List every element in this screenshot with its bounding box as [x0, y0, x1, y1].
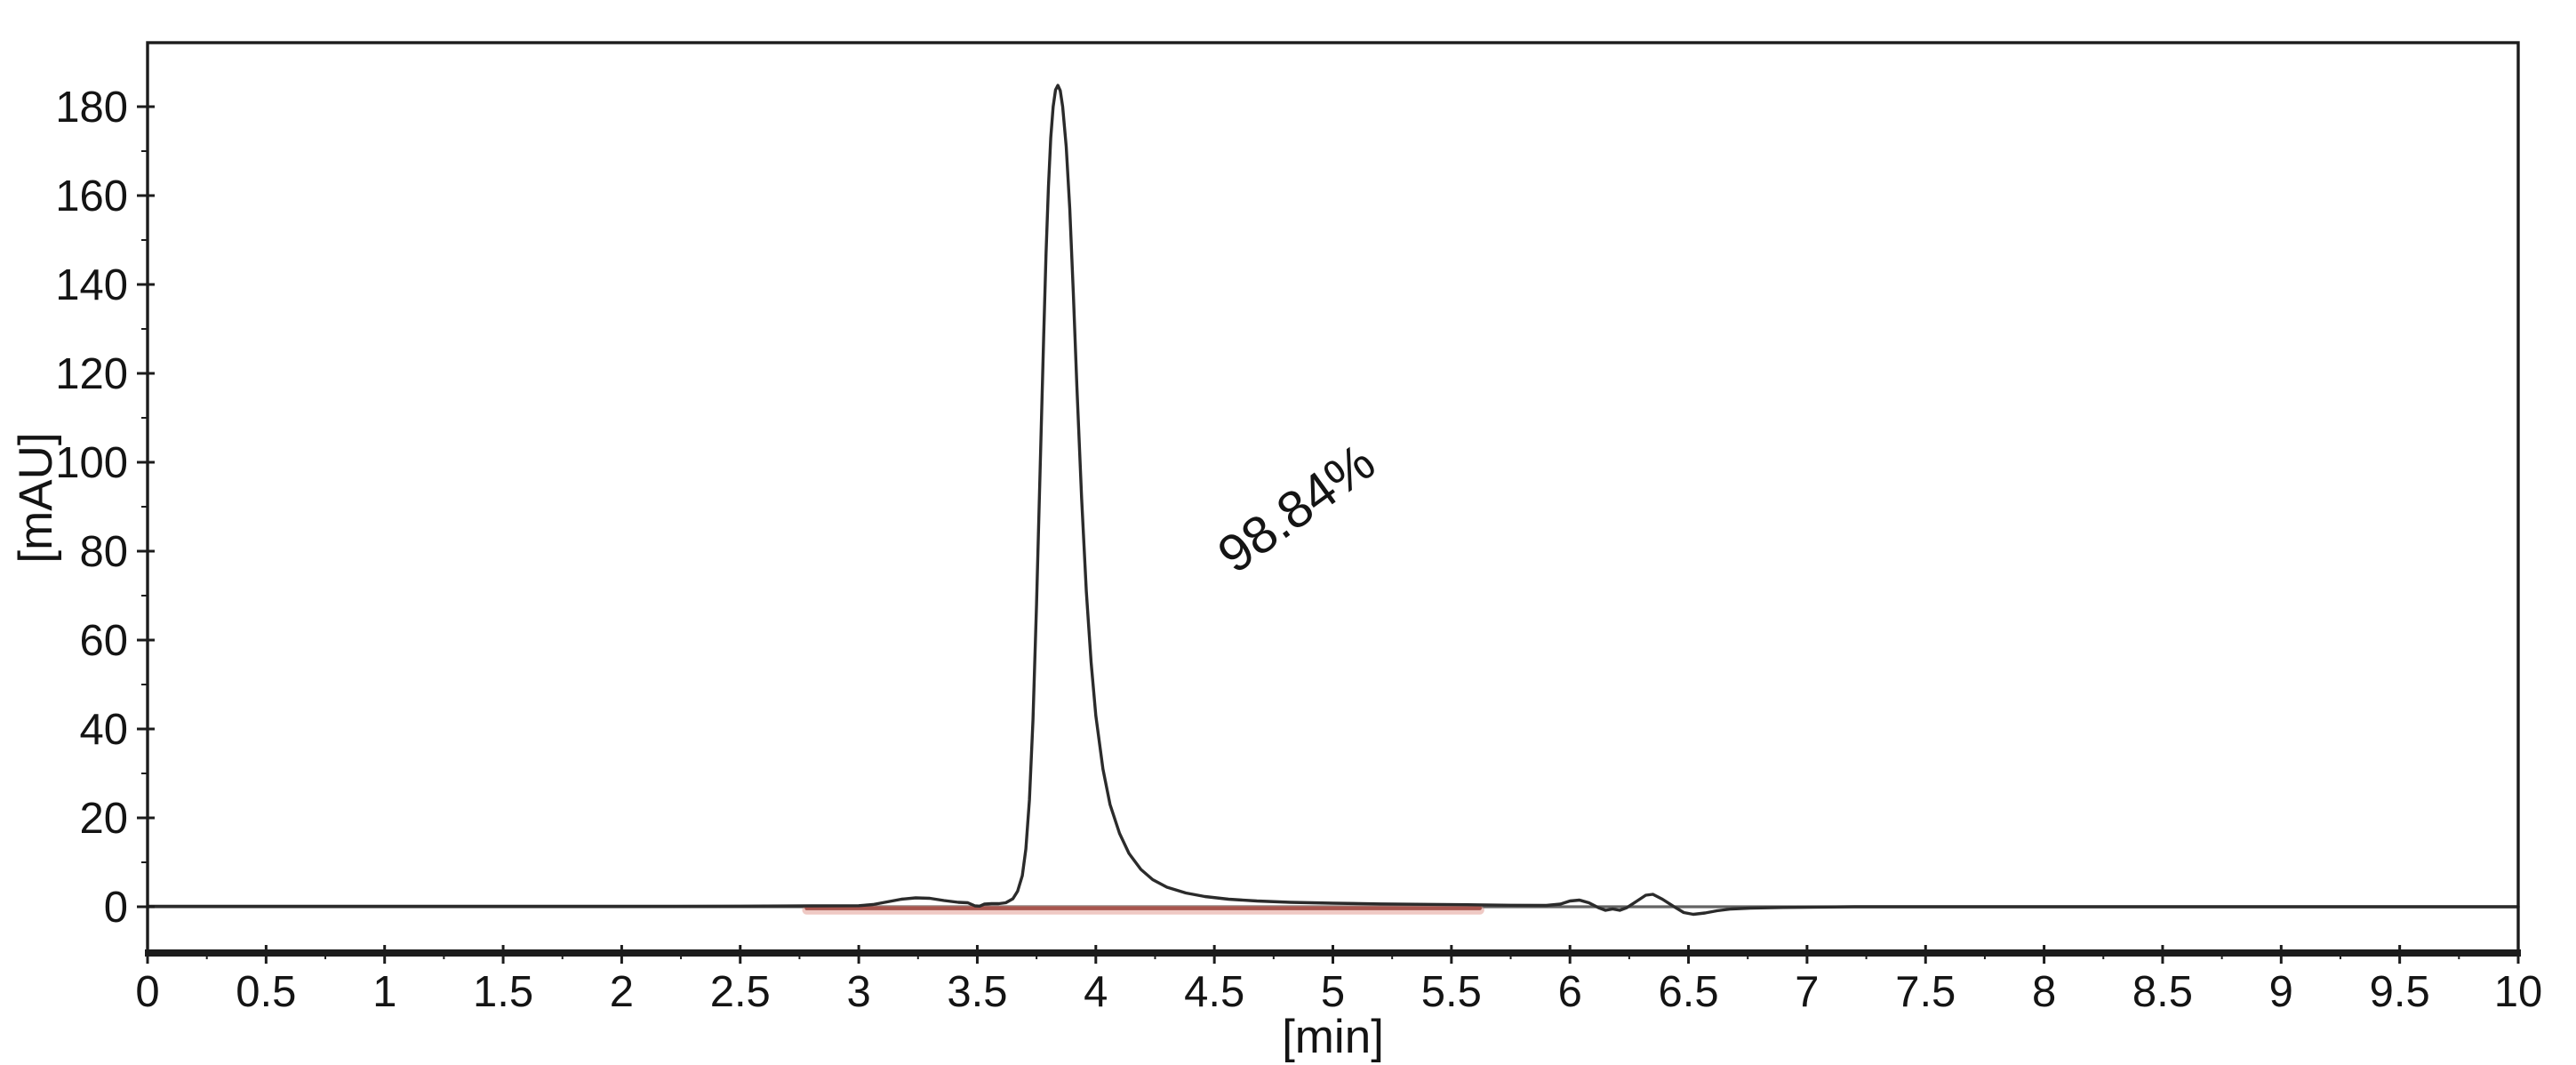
y-tick-label: 160 — [55, 172, 128, 220]
x-tick-label: 8 — [2032, 968, 2056, 1016]
y-tick-label: 40 — [79, 706, 128, 754]
x-tick-label: 0 — [135, 968, 159, 1016]
y-tick-label: 120 — [55, 350, 128, 398]
integration-baseline-group — [802, 905, 1484, 915]
x-tick-label: 1.5 — [473, 968, 533, 1016]
x-tick-label: 4.5 — [1184, 968, 1244, 1016]
y-tick-label: 60 — [79, 617, 128, 665]
y-tick-label: 140 — [55, 261, 128, 309]
x-tick-labels-group: 0 0.5 1 1.5 2 2.5 3 3.5 4 4.5 5 5.5 6 6.5 7 7.5 8 8.5 9 9.5… — [135, 968, 2542, 1016]
x-tick-label: 1 — [372, 968, 396, 1016]
y-tick-labels-group: 0 20 40 60 80 100 120 140 160 180 — [55, 84, 128, 932]
y-tick-label: 20 — [79, 795, 128, 843]
y-tick-label: 180 — [55, 84, 128, 132]
x-tick-label: 6 — [1558, 968, 1582, 1016]
x-tick-label: 2.5 — [710, 968, 771, 1016]
x-tick-label: 9 — [2269, 968, 2293, 1016]
y-tick-label: 0 — [104, 884, 128, 932]
peak-purity-annotation: 98.84% — [1207, 432, 1386, 584]
signal-trace — [146, 84, 2520, 917]
x-tick-label: 5 — [1321, 968, 1345, 1016]
x-tick-label: 5.5 — [1421, 968, 1482, 1016]
y-axis-label: [mAU] — [10, 432, 62, 563]
y-tick-label: 100 — [55, 439, 128, 487]
x-tick-label: 10 — [2494, 968, 2543, 1016]
x-tick-label: 7 — [1795, 968, 1819, 1016]
y-tick-label: 80 — [79, 528, 128, 576]
x-tick-label: 8.5 — [2132, 968, 2193, 1016]
x-axis-label: [min] — [1282, 1011, 1384, 1063]
x-tick-label: 3 — [846, 968, 870, 1016]
x-tick-label: 9.5 — [2370, 968, 2430, 1016]
x-tick-label: 4 — [1084, 968, 1108, 1016]
x-tick-label: 7.5 — [1895, 968, 1956, 1016]
axis-ticks-group — [137, 105, 2520, 964]
x-tick-label: 3.5 — [947, 968, 1007, 1016]
x-tick-label: 2 — [610, 968, 634, 1016]
x-tick-label: 6.5 — [1658, 968, 1718, 1016]
x-tick-label: 0.5 — [236, 968, 296, 1016]
